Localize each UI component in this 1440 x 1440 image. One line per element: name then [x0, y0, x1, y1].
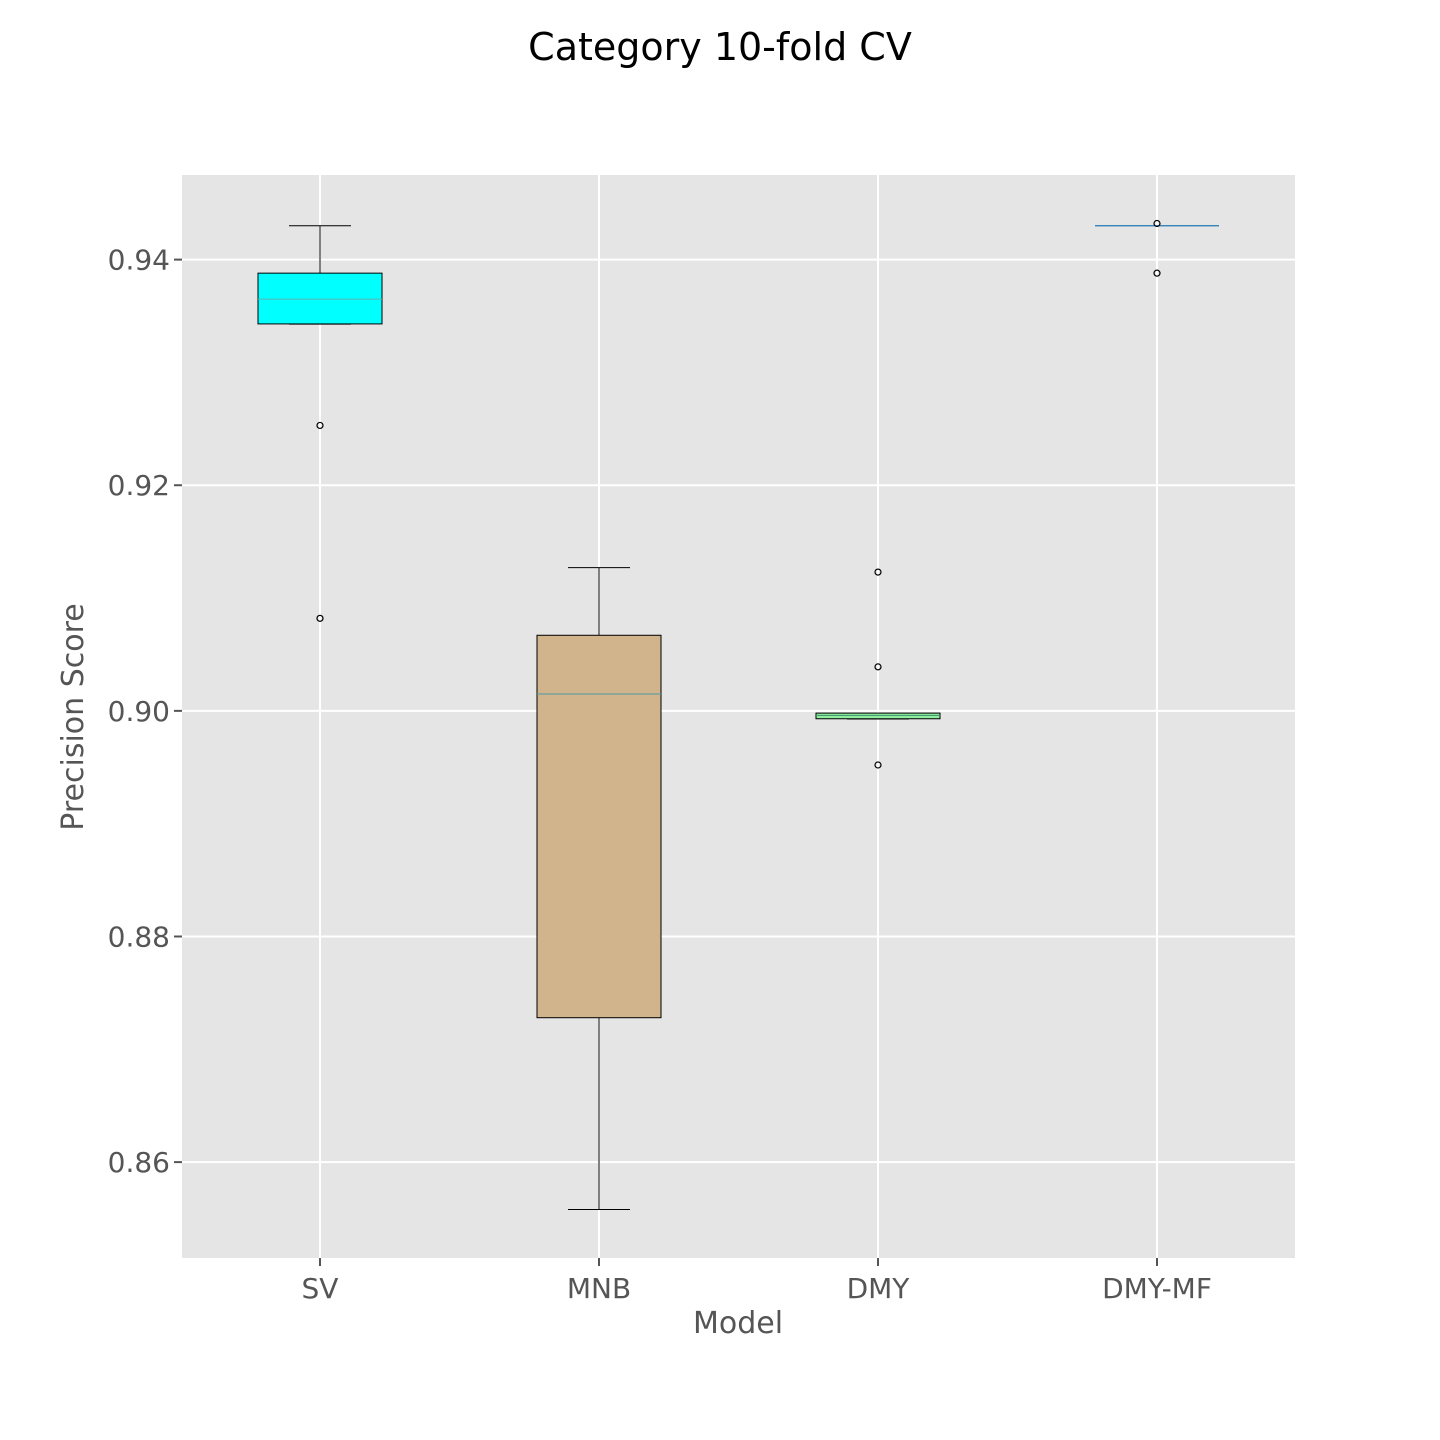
- box-sv: [257, 225, 383, 622]
- x-tick-label: MNB: [567, 1272, 631, 1305]
- grid-lines: [182, 175, 1295, 1258]
- x-tick-label: DMY: [847, 1272, 911, 1305]
- y-axis: 0.86 0.88 0.90 0.92 0.94: [108, 244, 182, 1179]
- y-tick-label: 0.92: [108, 469, 170, 502]
- chart-title: Category 10-fold CV: [528, 25, 912, 69]
- y-tick-label: 0.94: [108, 244, 170, 277]
- y-tick-label: 0.90: [108, 695, 170, 728]
- outlier-point: [316, 614, 324, 622]
- y-tick-label: 0.88: [108, 920, 170, 953]
- box-body: [536, 634, 662, 1019]
- x-tick-label: DMY-MF: [1102, 1272, 1212, 1305]
- x-axis-title: Model: [693, 1306, 783, 1341]
- box-marks: [257, 219, 1219, 1210]
- box-body: [815, 712, 941, 720]
- outlier-point: [874, 568, 882, 576]
- outlier-point: [316, 421, 324, 430]
- outlier-point: [874, 761, 882, 769]
- x-tick-label: SV: [302, 1272, 339, 1305]
- outlier-point: [874, 663, 882, 671]
- y-tick-label: 0.86: [108, 1146, 170, 1179]
- box-dmy: [815, 568, 941, 769]
- plot-panel: [182, 175, 1295, 1258]
- outlier-point: [1153, 219, 1161, 228]
- box-mnb: [536, 567, 662, 1210]
- y-axis-title: Precision Score: [56, 603, 91, 830]
- x-axis: SV MNB DMY DMY-MF: [302, 1258, 1212, 1305]
- box-dmy-mf: [1095, 219, 1219, 277]
- outlier-point: [1153, 269, 1161, 277]
- box-body: [257, 272, 383, 325]
